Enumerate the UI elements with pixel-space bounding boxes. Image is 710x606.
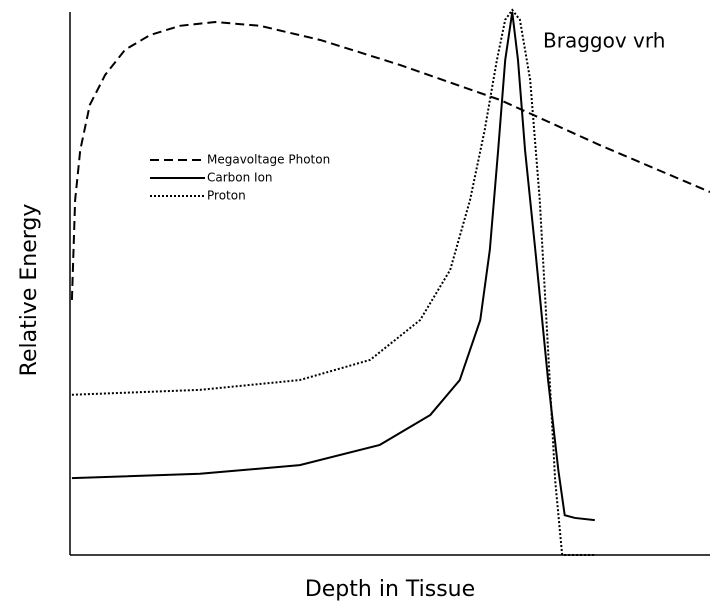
annotation: Braggov vrh bbox=[543, 29, 665, 53]
y-axis-label: Relative Energy bbox=[17, 204, 42, 377]
x-axis-label: Depth in Tissue bbox=[305, 577, 475, 602]
series-line bbox=[71, 8, 595, 556]
legend-label: Proton bbox=[207, 189, 246, 203]
legend-label: Megavoltage Photon bbox=[207, 153, 330, 167]
legend-label: Carbon Ion bbox=[207, 171, 273, 185]
series-line bbox=[71, 12, 595, 522]
series-line bbox=[70, 20, 710, 300]
